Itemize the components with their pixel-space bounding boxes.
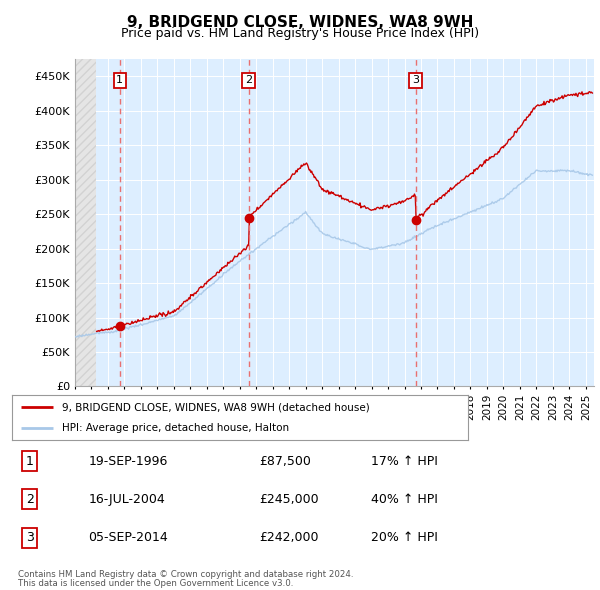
Text: £245,000: £245,000 xyxy=(259,493,319,506)
Text: 1: 1 xyxy=(116,76,124,86)
Text: £242,000: £242,000 xyxy=(259,531,319,545)
Text: £87,500: £87,500 xyxy=(259,454,311,468)
Text: 17% ↑ HPI: 17% ↑ HPI xyxy=(371,454,437,468)
Text: 9, BRIDGEND CLOSE, WIDNES, WA8 9WH: 9, BRIDGEND CLOSE, WIDNES, WA8 9WH xyxy=(127,15,473,30)
Text: 05-SEP-2014: 05-SEP-2014 xyxy=(88,531,168,545)
Text: 1: 1 xyxy=(26,454,34,468)
Text: 19-SEP-1996: 19-SEP-1996 xyxy=(88,454,168,468)
Text: 20% ↑ HPI: 20% ↑ HPI xyxy=(371,531,437,545)
Text: Price paid vs. HM Land Registry's House Price Index (HPI): Price paid vs. HM Land Registry's House … xyxy=(121,27,479,40)
Text: 2: 2 xyxy=(26,493,34,506)
Text: 9, BRIDGEND CLOSE, WIDNES, WA8 9WH (detached house): 9, BRIDGEND CLOSE, WIDNES, WA8 9WH (deta… xyxy=(62,402,370,412)
Text: 3: 3 xyxy=(412,76,419,86)
Bar xyxy=(75,59,97,386)
Text: 16-JUL-2004: 16-JUL-2004 xyxy=(88,493,165,506)
Text: 3: 3 xyxy=(26,531,34,545)
Text: 40% ↑ HPI: 40% ↑ HPI xyxy=(371,493,437,506)
Text: This data is licensed under the Open Government Licence v3.0.: This data is licensed under the Open Gov… xyxy=(18,579,293,588)
Text: 2: 2 xyxy=(245,76,252,86)
Bar xyxy=(75,59,97,386)
Text: Contains HM Land Registry data © Crown copyright and database right 2024.: Contains HM Land Registry data © Crown c… xyxy=(18,570,353,579)
Text: HPI: Average price, detached house, Halton: HPI: Average price, detached house, Halt… xyxy=(62,422,289,432)
